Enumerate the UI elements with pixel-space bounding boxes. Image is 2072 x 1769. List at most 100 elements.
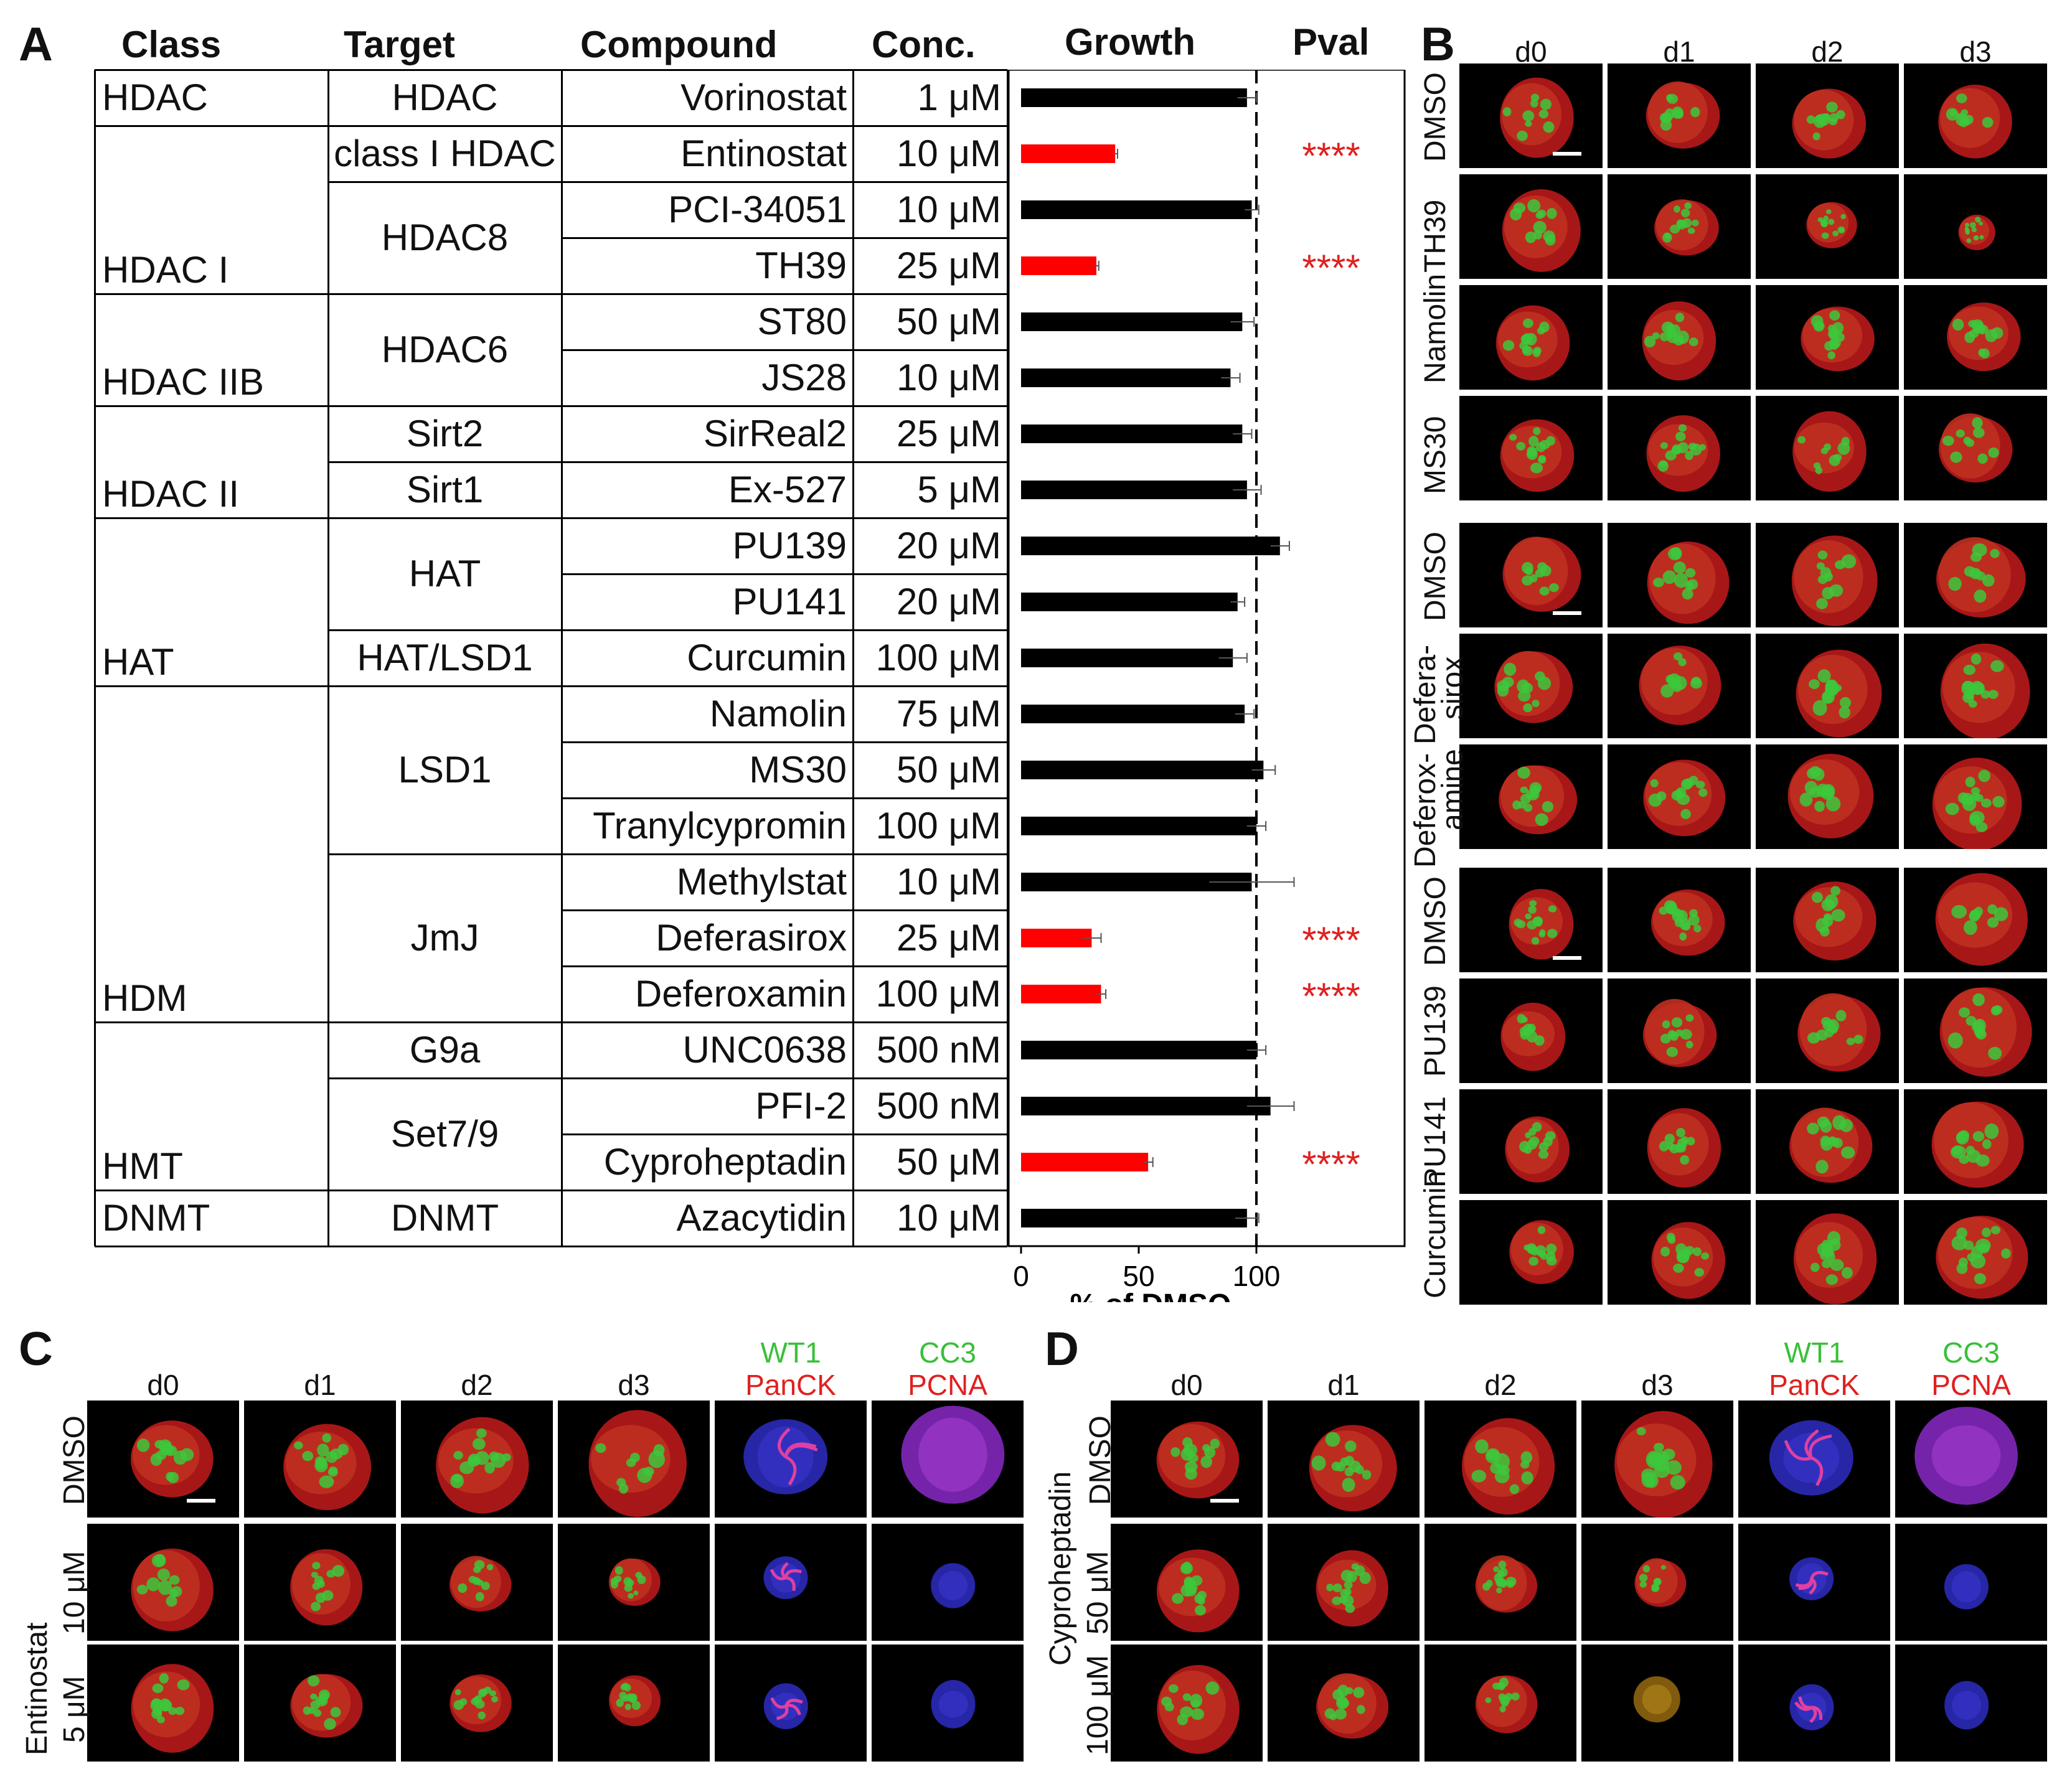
compound-cell: Curcumin (687, 637, 847, 678)
micrograph-tile (244, 1401, 396, 1518)
micrograph-tile (1608, 744, 1751, 849)
bar (1021, 1209, 1247, 1227)
organoid-image (450, 1674, 512, 1732)
conc-cell: 10 μM (897, 861, 1001, 903)
bar (1021, 312, 1243, 331)
panel-d-images: d0 d1 d2 d3 WT1 PanCK CC3 PCNA DMSO Cyproheptadin… (1034, 1326, 2072, 1769)
conc-cell: 25 μM (897, 413, 1001, 454)
micrograph-tile (1756, 396, 1899, 500)
pval-stars: **** (1302, 1143, 1360, 1185)
col-label-d2: d2 (461, 1369, 493, 1401)
micrograph-tile (1459, 978, 1603, 1083)
organoid-image (1499, 765, 1578, 835)
micrograph-tile (244, 1524, 396, 1641)
target-cell: Sirt2 (406, 413, 484, 454)
pval-stars: **** (1302, 135, 1360, 177)
compound-cell: PCI-34051 (668, 189, 847, 230)
micrograph-tile (1904, 285, 2047, 390)
pval-stars: **** (1302, 919, 1360, 961)
organoid-image (1958, 214, 1995, 250)
header-growth: Growth (1065, 21, 1195, 63)
micrograph-tile (1904, 174, 2047, 279)
compound-cell: PFI-2 (755, 1085, 847, 1127)
bar (1021, 256, 1096, 275)
compound-cell: Cyproheptadin (603, 1141, 847, 1183)
row-label-b1: DMSO (1419, 72, 1452, 162)
stain-label-red: PCNA (1931, 1369, 2011, 1401)
stain-label-green: WT1 (1784, 1336, 1845, 1369)
organoid-image (743, 1419, 828, 1494)
bar (1021, 144, 1116, 163)
micrograph-tile (1608, 978, 1751, 1083)
conc-cell: 75 μM (897, 693, 1001, 734)
organoid-image (449, 1556, 512, 1612)
table-rule (328, 405, 562, 407)
organoid-image (1509, 889, 1574, 960)
organoid-image (1642, 998, 1717, 1068)
x-tick-label: 100 (1233, 1260, 1281, 1292)
col-label-d0: d0 (147, 1369, 179, 1401)
conc-cell: 100 μM (875, 805, 1001, 847)
micrograph-tile (1904, 523, 2047, 627)
table-rule (328, 1077, 562, 1079)
bar (1021, 368, 1231, 387)
table-rule (562, 797, 1007, 799)
row-label-c: DMSO (58, 1415, 91, 1505)
micrograph-tile (1904, 63, 2047, 168)
organoid-image (1500, 77, 1574, 158)
bar (1021, 537, 1280, 555)
micrograph-tile (1608, 1089, 1751, 1194)
organoid-image (290, 1549, 363, 1626)
micrograph-tile (558, 1645, 710, 1762)
compound-cell: Namolin (709, 693, 847, 734)
target-cell: HAT/LSD1 (357, 637, 533, 678)
col-label-d3: d3 (1959, 35, 1992, 68)
organoid-image (1938, 413, 2013, 483)
stain-label-green: WT1 (760, 1336, 821, 1369)
micrograph-tile (872, 1645, 1024, 1762)
row-label-d: DMSO (1084, 1415, 1117, 1505)
organoid-image (1500, 1002, 1566, 1071)
organoid-image (1654, 199, 1719, 256)
micrograph-tile (1608, 396, 1751, 500)
conc-cell: 20 μM (897, 581, 1001, 622)
organoid-image (1502, 189, 1581, 272)
organoid-image (1935, 873, 2028, 966)
organoid-image (1639, 645, 1721, 725)
compound-cell: JS28 (761, 357, 847, 398)
organoid-image (131, 1664, 214, 1753)
row-label-b2: amine (1436, 749, 1469, 830)
table-rule (562, 1021, 1007, 1023)
compound-cell: PU139 (732, 525, 847, 566)
target-cell: G9a (409, 1029, 481, 1071)
growth-chart: **** **** **** **** **** 0 50 100% of DMSO (1007, 70, 1406, 1302)
table-rule (562, 517, 1007, 519)
compound-cell: Azacytidin (676, 1197, 847, 1239)
bar (1021, 1153, 1149, 1171)
table-rule (562, 741, 1007, 743)
conc-cell: 25 μM (897, 917, 1001, 959)
micrograph-tile (1756, 523, 1899, 627)
organoid-image (1505, 1116, 1570, 1183)
pval-stars: **** (1302, 975, 1360, 1017)
table-rule (562, 1133, 1007, 1135)
target-cell: LSD1 (398, 749, 492, 791)
micrograph-tile (1459, 285, 1603, 390)
micrograph-tile (401, 1524, 553, 1641)
micrograph-tile (1904, 868, 2047, 972)
organoid-image (1940, 643, 2030, 738)
micrograph-tile (1459, 1089, 1603, 1194)
class-cell: HAT (102, 641, 174, 683)
compound-cell: Tranylcypromin (593, 805, 847, 847)
bar (1021, 481, 1247, 499)
col-label-d2: d2 (1484, 1369, 1517, 1401)
micrograph-tile (1904, 744, 2047, 849)
organoid-image (609, 1675, 661, 1727)
conc-cell: 10 μM (897, 357, 1001, 398)
micrograph-tile (1756, 285, 1899, 390)
organoid-image (1633, 1676, 1680, 1723)
micrograph-tile (558, 1401, 710, 1518)
table-rule (95, 1246, 1007, 1247)
table-rule (562, 405, 1007, 407)
organoid-image (1936, 537, 2026, 617)
